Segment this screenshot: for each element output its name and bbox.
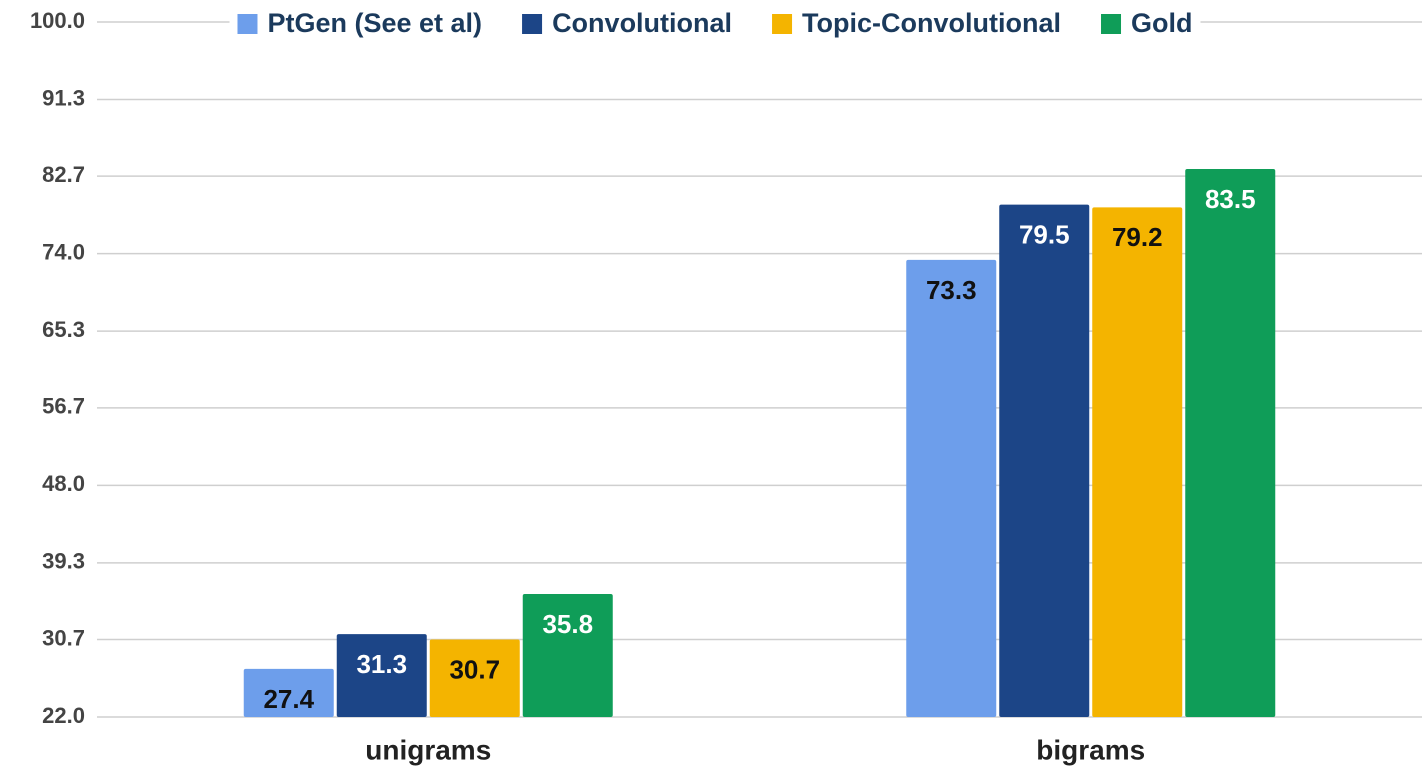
- legend-swatch: [1101, 14, 1122, 34]
- x-tick-label: unigrams: [365, 734, 491, 765]
- y-tick-label: 30.7: [42, 625, 85, 650]
- bar: [243, 668, 334, 717]
- value-label: 31.3: [356, 649, 407, 679]
- y-tick-label: 65.3: [42, 317, 85, 342]
- legend-swatch: [772, 14, 793, 34]
- bar: [906, 259, 997, 717]
- y-tick-label: 22.0: [42, 703, 85, 728]
- value-label: 83.5: [1205, 184, 1256, 214]
- y-tick-label: 82.7: [42, 162, 85, 187]
- bar: [429, 639, 520, 717]
- value-label: 35.8: [542, 609, 593, 639]
- value-label: 79.2: [1112, 222, 1163, 252]
- value-label: 73.3: [926, 275, 977, 305]
- value-label: 79.5: [1019, 220, 1070, 250]
- legend-label: PtGen (See et al): [267, 8, 482, 38]
- y-tick-label: 74.0: [42, 239, 85, 264]
- y-tick-label: 100.0: [30, 8, 85, 33]
- y-tick-label: 48.0: [42, 471, 85, 496]
- legend-label: Topic-Convolutional: [802, 8, 1061, 38]
- bar: [1092, 207, 1183, 718]
- y-tick-label: 39.3: [42, 549, 85, 574]
- bar: [336, 634, 427, 717]
- legend-label: Convolutional: [552, 8, 732, 38]
- bar: [1185, 169, 1276, 717]
- legend-swatch: [522, 14, 543, 34]
- legend-bg: [229, 6, 1201, 44]
- value-label: 30.7: [449, 654, 500, 684]
- value-label: 27.4: [263, 684, 314, 714]
- y-tick-label: 56.7: [42, 394, 85, 419]
- bar: [999, 204, 1090, 717]
- bar: [522, 594, 613, 717]
- x-tick-label: bigrams: [1036, 734, 1145, 765]
- y-tick-label: 91.3: [42, 85, 85, 110]
- legend-label: Gold: [1131, 8, 1193, 38]
- legend-swatch: [237, 14, 258, 34]
